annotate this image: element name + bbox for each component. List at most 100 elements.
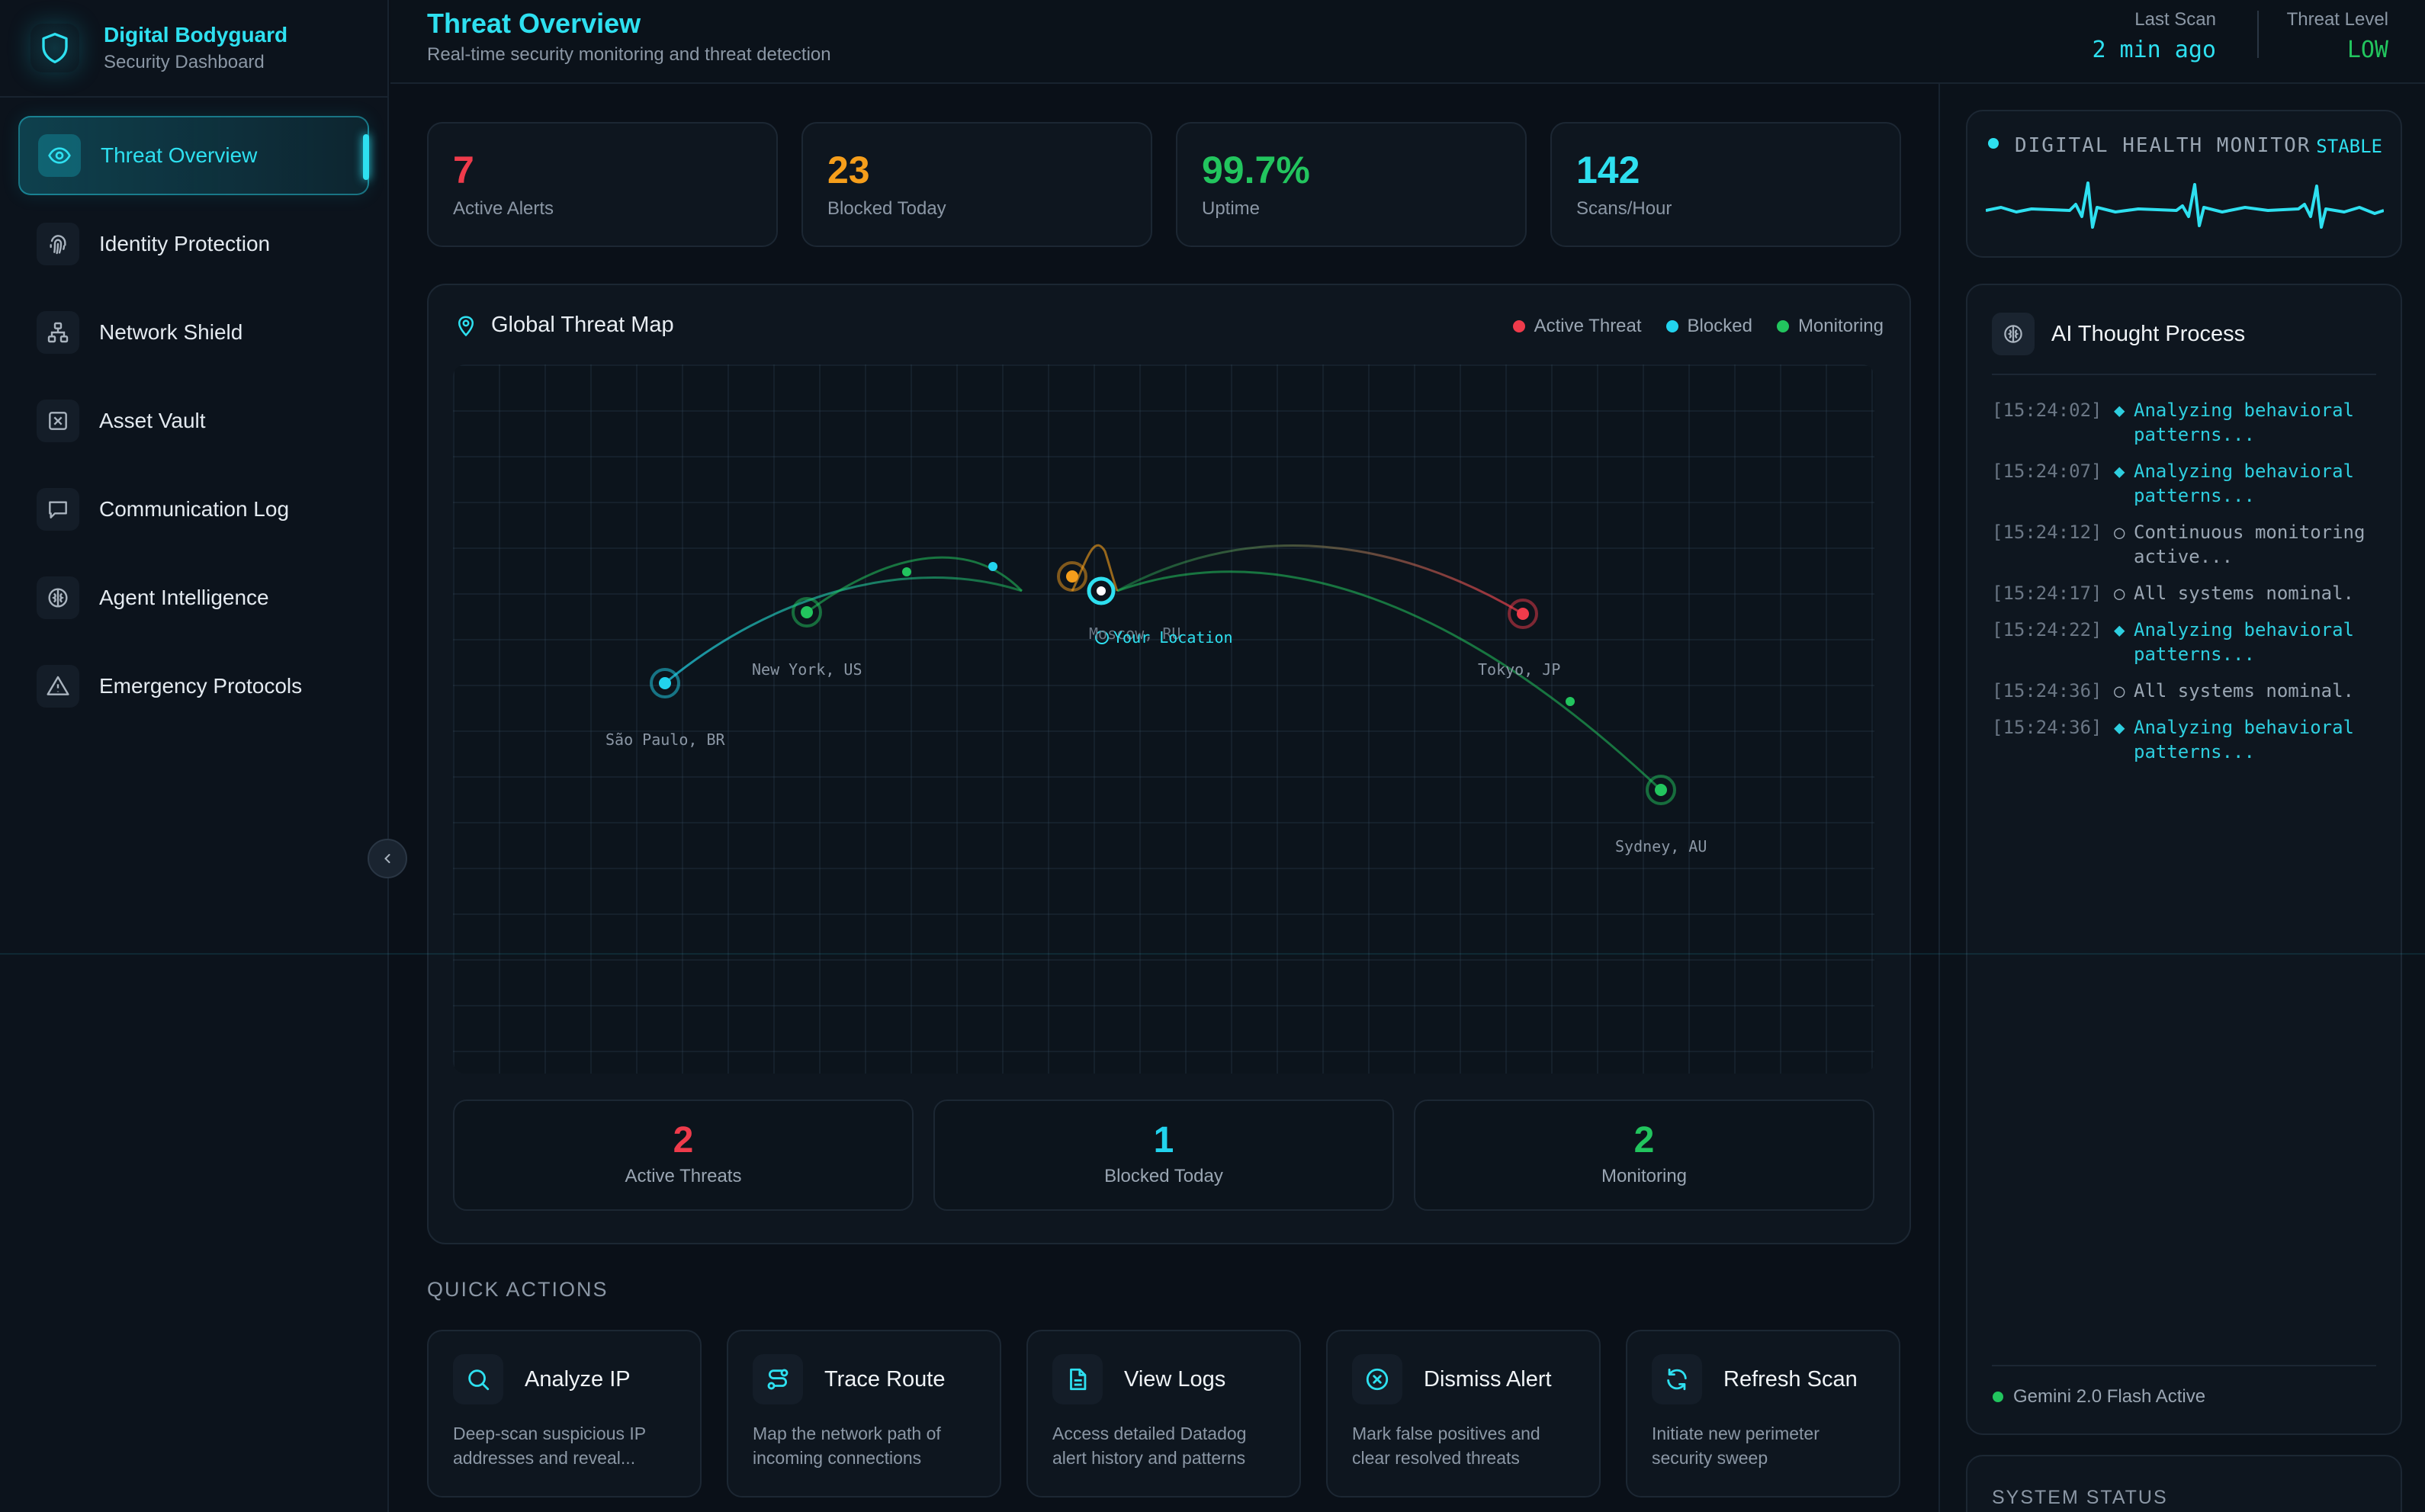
stat-label: Blocked Today [827, 198, 946, 219]
threat-level-value: LOW [2346, 37, 2388, 63]
log-entry: [15:24:22] ◆ Analyzing behavioral patter… [1992, 619, 2354, 665]
ai-log: [15:24:02] ◆ Analyzing behavioral patter… [1992, 398, 2388, 776]
log-entry: [15:24:12] ○ Continuous monitoring activ… [1992, 522, 2366, 567]
file-icon [1052, 1354, 1103, 1404]
city-marker-new-york [792, 597, 822, 628]
city-label-sydney: Sydney, AU [1615, 837, 1707, 856]
divider [1992, 374, 2376, 375]
traffic-dot [988, 562, 997, 571]
network-icon [37, 311, 79, 354]
stat-label: Scans/Hour [1576, 198, 1672, 219]
sidebar-item-threat-overview[interactable]: Threat Overview [18, 116, 369, 195]
analyze-ip-button[interactable]: Analyze IP Deep-scan suspicious IP addre… [427, 1330, 702, 1498]
status-dot [1993, 1392, 2003, 1402]
refresh-icon [1652, 1354, 1702, 1404]
dismiss-alert-button[interactable]: Dismiss Alert Mark false positives and c… [1326, 1330, 1601, 1498]
log-entry: [15:24:07] ◆ Analyzing behavioral patter… [1992, 461, 2354, 506]
sidebar-item-label: Identity Protection [99, 232, 271, 255]
location-pin-icon [1095, 631, 1109, 644]
sidebar-item-label: Network Shield [99, 320, 243, 344]
global-threat-map-card: Global Threat Map Active Threat Blocked … [427, 284, 1911, 1244]
stat-card-scans-per-hour: 142 Scans/Hour [1550, 122, 1901, 247]
stat-value: 23 [827, 149, 870, 191]
traffic-dot [1566, 697, 1575, 706]
last-scan-label: Last Scan [2134, 9, 2216, 30]
route-icon [753, 1354, 803, 1404]
sidebar: Digital Bodyguard Security Dashboard Thr… [0, 0, 389, 1512]
log-entry: [15:24:02] ◆ Analyzing behavioral patter… [1992, 400, 2354, 445]
stat-label: Active Alerts [453, 198, 554, 219]
threat-map[interactable]: São Paulo, BR New York, US Moscow, RU Yo… [453, 364, 1874, 1074]
quick-action-label: Analyze IP [525, 1366, 631, 1392]
ai-model-status: Gemini 2.0 Flash Active [1992, 1386, 2205, 1408]
shield-icon [31, 24, 79, 72]
brain-icon [37, 576, 79, 619]
map-header: Global Threat Map [454, 313, 674, 338]
summary-monitoring: 2 Monitoring [1414, 1099, 1874, 1211]
sidebar-item-identity-protection[interactable]: Identity Protection [18, 204, 369, 284]
sidebar-nav: Threat Overview Identity Protection Netw… [0, 98, 387, 753]
stat-value: 7 [453, 149, 474, 191]
digital-health-monitor: DIGITAL HEALTH MONITOR STABLE [1966, 110, 2402, 258]
quick-actions-title: QUICK ACTIONS [427, 1278, 609, 1301]
status-dot [1988, 138, 1999, 149]
sidebar-item-communication-log[interactable]: Communication Log [18, 470, 369, 549]
divider [1992, 1365, 2376, 1366]
sidebar-item-label: Agent Intelligence [99, 586, 269, 609]
sidebar-item-asset-vault[interactable]: Asset Vault [18, 381, 369, 461]
brand-subtitle: Security Dashboard [104, 52, 265, 72]
connection-arc [806, 556, 1023, 614]
warning-icon [37, 665, 79, 708]
main-content: 7 Active Alerts 23 Blocked Today 99.7% U… [390, 84, 1938, 1512]
view-logs-button[interactable]: View Logs Access detailed Datadog alert … [1026, 1330, 1301, 1498]
message-icon [37, 488, 79, 531]
stat-value: 99.7% [1202, 149, 1310, 191]
quick-action-desc: Initiate new perimeter security sweep [1652, 1424, 1820, 1468]
summary-label: Monitoring [1601, 1166, 1688, 1186]
page-subtitle: Real-time security monitoring and threat… [427, 44, 831, 65]
header-divider [2257, 11, 2259, 58]
refresh-scan-button[interactable]: Refresh Scan Initiate new perimeter secu… [1626, 1330, 1900, 1498]
scan-line [0, 953, 2425, 955]
city-label-your-location: Your Location [1113, 628, 1233, 647]
vault-icon [37, 400, 79, 442]
ai-title: AI Thought Process [2051, 321, 2246, 346]
log-entry: [15:24:36] ◆ Analyzing behavioral patter… [1992, 717, 2354, 762]
connection-arc [1116, 544, 1524, 615]
threat-level-label: Threat Level [2286, 9, 2388, 30]
threat-level: Threat Level LOW [2287, 9, 2388, 63]
city-marker-tokyo [1508, 599, 1538, 629]
summary-active-threats: 2 Active Threats [453, 1099, 914, 1211]
heartbeat-line [1986, 181, 2384, 229]
legend-monitoring: Monitoring [1776, 316, 1884, 337]
stat-card-uptime: 99.7% Uptime [1176, 122, 1527, 247]
log-entry: [15:24:17] ○ All systems nominal. [1992, 583, 2354, 604]
sidebar-item-label: Communication Log [99, 497, 290, 521]
health-monitor-status: STABLE [2316, 136, 2382, 157]
stat-value: 142 [1576, 149, 1640, 191]
brand: Digital Bodyguard Security Dashboard [0, 0, 387, 98]
sidebar-item-label: Threat Overview [101, 143, 258, 167]
threat-map-graphics [650, 544, 1676, 805]
map-title: Global Threat Map [491, 313, 674, 337]
stat-label: Uptime [1202, 198, 1261, 219]
map-legend: Active Threat Blocked Monitoring [1512, 316, 1884, 337]
last-scan: Last Scan 2 min ago [2092, 9, 2216, 63]
stat-card-blocked-today: 23 Blocked Today [801, 122, 1152, 247]
health-monitor-title: DIGITAL HEALTH MONITOR [2015, 134, 2311, 157]
brand-title: Digital Bodyguard [104, 23, 288, 47]
city-label-new-york: New York, US [752, 660, 862, 679]
sidebar-item-network-shield[interactable]: Network Shield [18, 293, 369, 372]
sidebar-item-emergency-protocols[interactable]: Emergency Protocols [18, 647, 369, 726]
legend-blocked: Blocked [1665, 316, 1752, 337]
trace-route-button[interactable]: Trace Route Map the network path of inco… [727, 1330, 1001, 1498]
brain-icon [1992, 313, 2035, 355]
system-status-card: SYSTEM STATUS [1966, 1455, 2402, 1512]
summary-value: 2 [1633, 1120, 1655, 1160]
sidebar-item-agent-intelligence[interactable]: Agent Intelligence [18, 558, 369, 637]
sidebar-collapse-button[interactable] [368, 839, 407, 878]
quick-action-desc: Access detailed Datadog alert history an… [1052, 1424, 1247, 1468]
ai-thought-process: AI Thought Process [15:24:02] ◆ Analyzin… [1966, 284, 2402, 1435]
city-label-tokyo: Tokyo, JP [1478, 660, 1561, 679]
summary-blocked-today: 1 Blocked Today [933, 1099, 1394, 1211]
